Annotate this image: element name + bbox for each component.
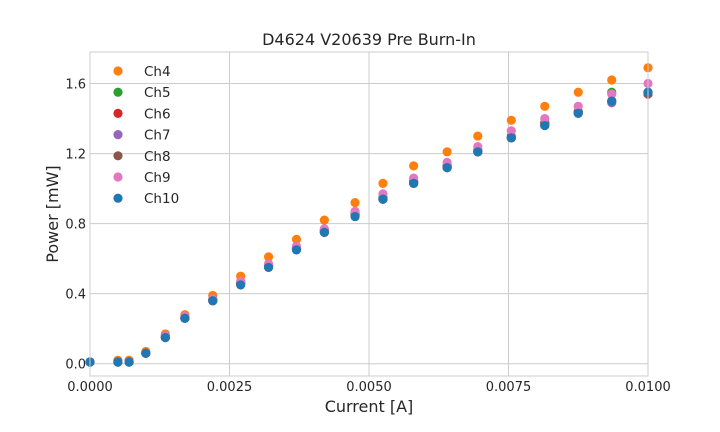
data-point xyxy=(180,313,190,323)
legend-marker xyxy=(113,108,123,118)
y-axis-label: Power [mW] xyxy=(43,165,62,262)
data-point xyxy=(442,147,452,157)
data-point xyxy=(160,332,170,343)
legend-label: Ch8 xyxy=(144,149,171,165)
legend-item-ch5: Ch5 xyxy=(113,85,171,101)
data-point xyxy=(573,87,583,97)
data-point xyxy=(506,126,516,136)
data-point xyxy=(350,212,360,222)
y-tick-label: 0.4 xyxy=(65,288,86,303)
series-ch10 xyxy=(85,87,653,367)
legend-marker xyxy=(113,66,123,76)
x-tick-label: 0.0025 xyxy=(207,380,253,395)
data-point xyxy=(540,113,550,124)
data-point xyxy=(573,101,583,111)
chart-title: D4624 V20639 Pre Burn-In xyxy=(262,30,476,49)
data-point xyxy=(291,234,302,244)
legend: Ch4 Ch5 Ch6 Ch7 Ch8 Ch9 Ch10 xyxy=(113,64,179,207)
data-point xyxy=(607,96,617,106)
legend-marker xyxy=(113,130,123,140)
data-point xyxy=(506,115,516,125)
data-point xyxy=(124,357,134,367)
x-tick-label: 0.0050 xyxy=(346,380,392,395)
y-tick-label: 1.6 xyxy=(65,78,86,93)
legend-item-ch10: Ch10 xyxy=(113,191,179,207)
data-point xyxy=(291,245,302,255)
data-point xyxy=(442,162,452,173)
data-point xyxy=(378,194,388,204)
legend-item-ch8: Ch8 xyxy=(113,149,171,165)
data-point xyxy=(409,178,419,188)
data-point xyxy=(113,357,123,367)
x-tick-label: 0.0075 xyxy=(486,380,532,395)
legend-item-ch9: Ch9 xyxy=(113,170,171,186)
legend-item-ch4: Ch4 xyxy=(113,64,171,80)
x-tick-label: 0.0100 xyxy=(625,380,671,395)
data-point xyxy=(607,89,617,99)
data-point xyxy=(573,108,583,118)
x-axis-label: Current [A] xyxy=(325,397,414,416)
data-point xyxy=(378,178,388,188)
data-point xyxy=(473,147,483,157)
data-point xyxy=(607,75,617,85)
legend-marker xyxy=(113,172,123,182)
data-point xyxy=(319,215,329,225)
tick-labels: 0.0000 0.0025 0.0050 0.0075 0.0100 0.0 0.4 0.8 1… xyxy=(65,78,670,395)
data-point xyxy=(350,198,360,208)
legend-marker xyxy=(113,193,123,203)
data-point xyxy=(236,280,246,290)
data-point xyxy=(540,101,550,111)
data-point xyxy=(263,262,274,273)
data-point xyxy=(540,120,550,131)
data-point xyxy=(208,296,218,306)
data-point xyxy=(319,227,329,237)
legend-label: Ch10 xyxy=(144,191,179,207)
legend-label: Ch6 xyxy=(144,106,171,122)
plot-frame xyxy=(89,51,649,377)
legend-item-ch6: Ch6 xyxy=(113,106,171,122)
y-tick-label: 1.2 xyxy=(65,148,86,163)
y-tick-label: 0.0 xyxy=(65,358,86,373)
data-points xyxy=(85,63,653,367)
data-point xyxy=(506,133,516,143)
x-tick-label: 0.0000 xyxy=(67,380,113,395)
data-point xyxy=(263,252,274,262)
data-point xyxy=(409,161,419,171)
legend-label: Ch4 xyxy=(144,64,171,80)
legend-marker xyxy=(113,87,123,97)
legend-label: Ch5 xyxy=(144,85,171,101)
data-point xyxy=(473,131,483,141)
legend-label: Ch7 xyxy=(144,128,171,144)
legend-marker xyxy=(113,151,123,161)
y-tick-label: 0.8 xyxy=(65,218,86,233)
legend-item-ch7: Ch7 xyxy=(113,128,171,144)
data-point xyxy=(141,348,151,358)
legend-label: Ch9 xyxy=(144,170,171,186)
